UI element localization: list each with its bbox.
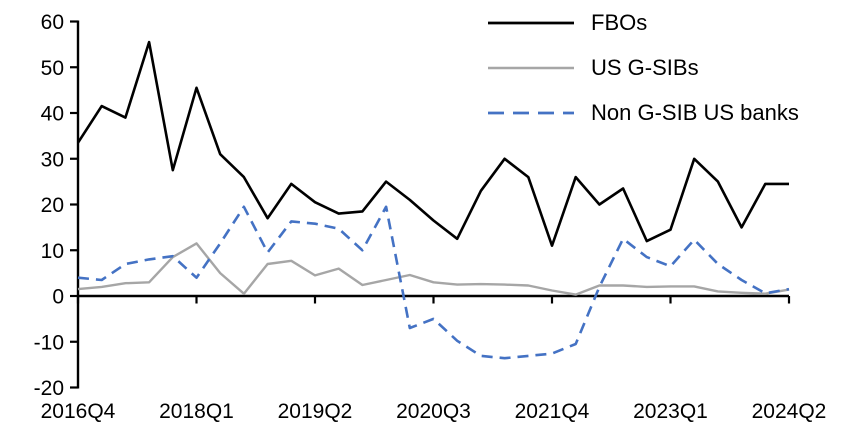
legend-label-us-gsibs: US G-SIBs [591, 54, 699, 80]
series-line-us-g-sibs [77, 242, 790, 296]
x-axis-tick-label: 2023Q1 [633, 400, 708, 423]
legend-item-fbos: FBOs [487, 0, 799, 45]
y-axis-tick-label: 0 [52, 286, 64, 309]
legend-item-non-gsib-us-banks: Non G-SIB US banks [487, 90, 799, 135]
x-axis-tick-label: 2019Q2 [278, 400, 353, 423]
y-axis-tick-label: 20 [41, 194, 64, 217]
x-axis-tick-label: 2020Q3 [396, 400, 471, 423]
legend-line-sample [488, 66, 574, 69]
y-axis-tick-label: 30 [41, 148, 64, 171]
y-axis-tick-label: 60 [41, 11, 64, 34]
legend-item-us-gsibs: US G-SIBs [487, 45, 799, 90]
series-line-fbos [76, 40, 789, 247]
legend-line-sample [488, 21, 574, 24]
y-axis-tick-label: 10 [41, 240, 64, 263]
legend-label-non-gsib-us-banks: Non G-SIB US banks [591, 99, 799, 125]
y-axis-tick-label: 50 [41, 57, 64, 80]
x-axis-tick-label: 2018Q1 [159, 400, 234, 423]
x-axis-tick-label: 2021Q4 [515, 400, 590, 423]
y-axis-tick-label: -20 [34, 377, 64, 400]
y-axis-tick-label: 40 [41, 103, 64, 126]
legend-line-sample [488, 111, 574, 114]
chart-legend: FBOs US G-SIBs Non G-SIB US banks [487, 0, 799, 135]
x-axis-tick-label: 2024Q2 [752, 400, 827, 423]
legend-label-fbos: FBOs [591, 9, 648, 35]
series-line-non-g-sib-us-banks [77, 205, 790, 360]
x-axis-tick-label: 2016Q4 [41, 400, 116, 423]
y-axis-tick-label: -10 [34, 331, 64, 354]
